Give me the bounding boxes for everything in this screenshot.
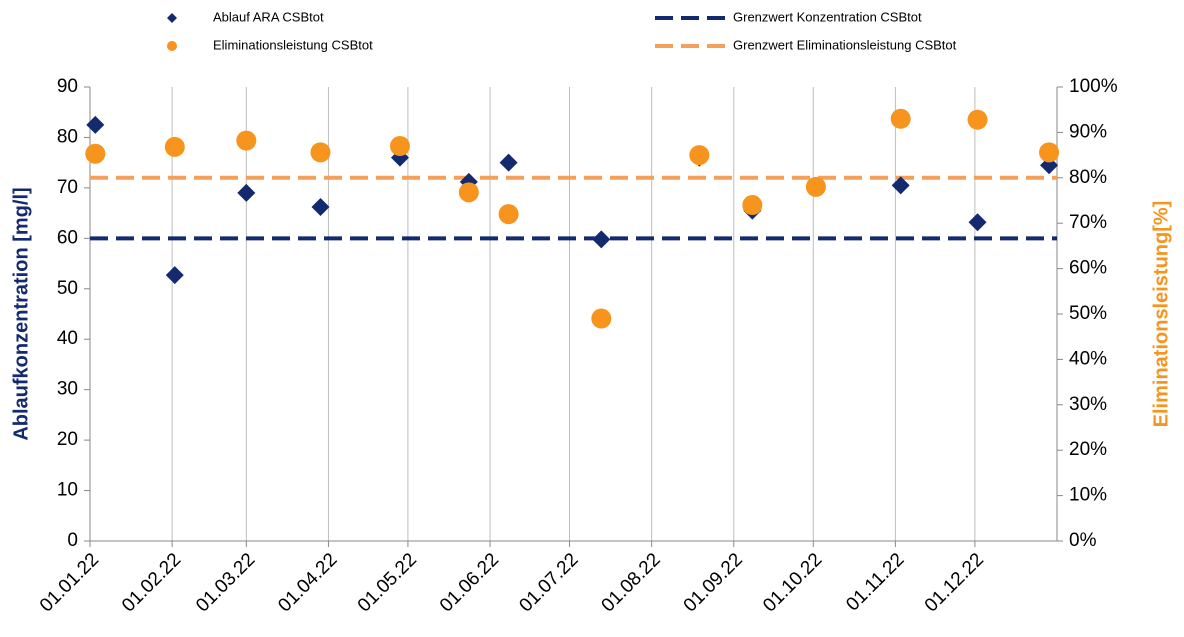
diamond-point bbox=[891, 176, 910, 195]
x-tick-label: 01.09.22 bbox=[680, 549, 747, 616]
y-tick-label: 70 bbox=[57, 177, 78, 198]
x-tick-label: 01.06.22 bbox=[436, 549, 503, 616]
y2-tick-label: 100% bbox=[1069, 76, 1118, 97]
x-tick-label: 01.07.22 bbox=[515, 549, 582, 616]
y2-tick-label: 60% bbox=[1069, 258, 1107, 279]
y-tick-label: 60 bbox=[57, 227, 78, 248]
circle-point bbox=[689, 145, 710, 166]
legend-label: Grenzwert Konzentration CSBtot bbox=[733, 9, 922, 24]
diamond-point bbox=[592, 230, 611, 249]
diamond-point bbox=[86, 115, 105, 134]
x-tick-label: 01.02.22 bbox=[118, 549, 185, 616]
y2-tick-label: 40% bbox=[1069, 348, 1107, 369]
diamond-point bbox=[237, 183, 256, 202]
y-tick-label: 20 bbox=[57, 429, 78, 450]
circle-point bbox=[389, 136, 410, 157]
x-tick-label: 01.05.22 bbox=[354, 549, 421, 616]
x-tick-label: 01.10.22 bbox=[759, 549, 826, 616]
legend-label: Grenzwert Eliminationsleistung CSBtot bbox=[733, 37, 957, 52]
diamond-point bbox=[968, 213, 987, 232]
circle-point bbox=[164, 136, 185, 157]
y-tick-label: 90 bbox=[57, 76, 78, 97]
x-tick-label: 01.12.22 bbox=[921, 549, 988, 616]
x-tick-label: 01.01.22 bbox=[36, 549, 103, 616]
legend-marker bbox=[167, 13, 177, 23]
circle-point bbox=[236, 130, 257, 151]
circle-point bbox=[1039, 142, 1060, 163]
y2-tick-label: 90% bbox=[1069, 121, 1107, 142]
circle-point bbox=[85, 143, 106, 164]
y-tick-label: 10 bbox=[57, 480, 78, 501]
y-tick-label: 40 bbox=[57, 328, 78, 349]
y2-tick-label: 70% bbox=[1069, 212, 1107, 233]
diamond-point bbox=[499, 153, 518, 172]
y-tick-label: 80 bbox=[57, 126, 78, 147]
x-tick-label: 01.11.22 bbox=[842, 549, 908, 615]
y2-tick-label: 30% bbox=[1069, 394, 1107, 415]
circle-point bbox=[591, 308, 612, 329]
y2-tick-label: 50% bbox=[1069, 303, 1107, 324]
x-tick-label: 01.08.22 bbox=[598, 549, 665, 616]
y-tick-label: 0 bbox=[67, 530, 78, 551]
circle-point bbox=[890, 108, 911, 129]
circle-point bbox=[742, 195, 763, 216]
x-tick-label: 01.03.22 bbox=[192, 549, 259, 616]
y2-axis-label: Eliminationsleistung[%] bbox=[1150, 201, 1172, 428]
circle-point bbox=[967, 109, 988, 130]
legend-label: Eliminationsleistung CSBtot bbox=[213, 37, 373, 52]
y2-tick-label: 80% bbox=[1069, 167, 1107, 188]
circle-point bbox=[805, 176, 826, 197]
y-tick-label: 50 bbox=[57, 278, 78, 299]
circle-point bbox=[498, 204, 519, 225]
legend-label: Ablauf ARA CSBtot bbox=[213, 9, 324, 24]
y2-tick-label: 0% bbox=[1069, 530, 1097, 551]
y2-tick-label: 10% bbox=[1069, 485, 1107, 506]
y-axis-label: Ablaufkonzentration [mg/l] bbox=[10, 187, 32, 440]
x-tick-label: 01.04.22 bbox=[274, 549, 341, 616]
circle-point bbox=[458, 182, 479, 203]
diamond-point bbox=[311, 198, 330, 217]
y-tick-label: 30 bbox=[57, 379, 78, 400]
legend-marker bbox=[167, 41, 177, 51]
diamond-point bbox=[165, 266, 184, 285]
circle-point bbox=[310, 142, 331, 163]
y2-tick-label: 20% bbox=[1069, 439, 1107, 460]
